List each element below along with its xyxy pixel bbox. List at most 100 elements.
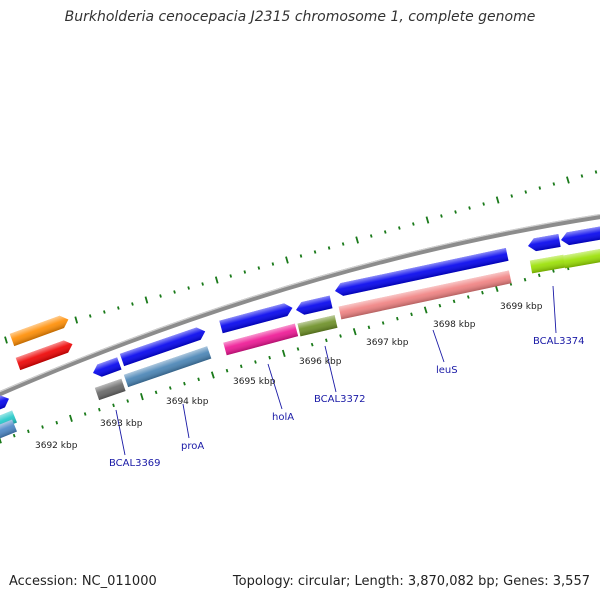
tick-mark <box>468 206 471 210</box>
feature-shine <box>15 340 73 371</box>
feature-cyan[interactable] <box>0 410 17 431</box>
gene-label-bcal3372[interactable]: BCAL3372 <box>314 394 366 405</box>
map-title: Burkholderia cenocepacia J2315 chromosom… <box>64 9 536 25</box>
ruler-label: 3692 kbp <box>35 441 78 451</box>
backbone-highlight <box>0 213 600 393</box>
feature-pink-hola[interactable] <box>223 323 299 356</box>
label-line <box>552 285 557 334</box>
feature-gray[interactable] <box>94 378 126 401</box>
tick-mark <box>396 316 399 321</box>
feature-shine <box>528 234 561 252</box>
feature-orange[interactable] <box>9 313 71 347</box>
tick-mark <box>183 381 186 386</box>
tick-mark <box>144 296 149 304</box>
tick-mark <box>495 196 500 204</box>
tick-mark <box>243 270 247 274</box>
tick-mark <box>594 170 598 174</box>
feature-shine <box>335 248 509 296</box>
tick-mark <box>398 226 401 230</box>
feature-blue-leus-top[interactable] <box>334 248 509 297</box>
feature-shine <box>119 327 206 367</box>
feature-green-bcal3374-b[interactable] <box>562 248 600 269</box>
tick-mark <box>383 230 387 234</box>
ruler-label: 3693 kbp <box>100 419 143 429</box>
tick-mark <box>197 377 200 382</box>
tick-mark <box>454 210 457 214</box>
tick-mark <box>12 433 16 438</box>
gene-label-bcal3374[interactable]: BCAL3374 <box>533 336 585 347</box>
feature-blue-hola-top[interactable] <box>219 302 294 334</box>
feature-blue-edge[interactable] <box>0 393 11 411</box>
feature-red[interactable] <box>15 338 75 371</box>
feature-shine <box>0 410 17 431</box>
tick-mark <box>112 403 115 408</box>
feature-olive-bcal3372[interactable] <box>297 315 338 337</box>
feature-shine <box>338 270 512 320</box>
tick-mark <box>440 214 443 218</box>
gene-label-leus[interactable]: leuS <box>436 365 458 376</box>
gene-label-lines <box>115 285 557 456</box>
ruler-label: 3698 kbp <box>433 320 476 330</box>
feature-blue-bcal3374-b[interactable] <box>560 225 600 246</box>
tick-mark <box>154 390 158 395</box>
tick-mark <box>410 312 413 317</box>
feature-blue-proa-top[interactable] <box>119 325 207 367</box>
feature-shine <box>562 248 600 269</box>
feature-blue-small[interactable] <box>91 357 122 379</box>
tick-mark <box>299 254 303 258</box>
ruler-label: 3697 kbp <box>366 338 409 348</box>
tick-mark <box>412 222 415 226</box>
feature-green-bcal3374-a[interactable] <box>529 254 566 274</box>
tick-mark <box>367 325 371 330</box>
tick-mark <box>523 277 527 282</box>
tick-mark <box>339 334 342 338</box>
tick-mark <box>140 393 144 401</box>
feature-shine <box>0 419 17 440</box>
gene-label-proa[interactable]: proA <box>181 441 204 452</box>
feature-steelblue-proa[interactable] <box>123 346 212 388</box>
ruler-label: 3696 kbp <box>299 357 342 367</box>
feature-shine <box>223 323 299 356</box>
label-line <box>115 409 126 456</box>
tick-mark <box>552 182 556 186</box>
tick-mark <box>281 349 286 357</box>
tick-mark <box>225 368 229 373</box>
tick-mark <box>55 420 59 425</box>
tick-mark <box>352 328 357 336</box>
gene-label-bcal3369[interactable]: BCAL3369 <box>109 458 161 469</box>
tick-mark <box>482 202 485 206</box>
tick-mark <box>296 347 300 351</box>
label-line <box>432 329 445 363</box>
tick-mark <box>369 234 373 238</box>
ruler-label: 3694 kbp <box>166 397 209 407</box>
feature-blue-bcal3372-top[interactable] <box>295 295 333 317</box>
tick-mark <box>168 386 172 390</box>
feature-salmon-leus[interactable] <box>338 270 512 320</box>
feature-shine <box>9 315 69 347</box>
tick-mark <box>510 194 514 198</box>
tick-mark <box>257 266 261 270</box>
feature-shine <box>219 303 293 334</box>
label-line <box>324 345 337 393</box>
tick-mark <box>69 414 73 422</box>
gene-labels[interactable]: BCAL3369 proA holA BCAL3372 leuS BCAL337… <box>109 336 585 469</box>
tick-mark <box>201 282 204 286</box>
tick-mark <box>0 436 2 444</box>
genome-summary-text: Topology: circular; Length: 3,870,082 bp… <box>232 574 590 589</box>
label-line <box>267 363 283 410</box>
backbone <box>0 214 600 397</box>
tick-mark <box>381 321 385 325</box>
feature-lightblue[interactable] <box>0 419 17 440</box>
tick-mark <box>117 306 120 310</box>
feature-shine <box>93 357 122 377</box>
tick-mark <box>538 186 542 190</box>
feature-blue-bcal3374-a[interactable] <box>527 234 561 252</box>
feature-shine <box>123 346 212 388</box>
tick-mark <box>254 360 257 364</box>
gene-label-hola[interactable]: holA <box>272 412 294 423</box>
tick-mark <box>452 299 456 304</box>
tick-mark <box>537 273 541 278</box>
tick-mark <box>552 269 555 273</box>
tick-mark <box>187 286 190 290</box>
